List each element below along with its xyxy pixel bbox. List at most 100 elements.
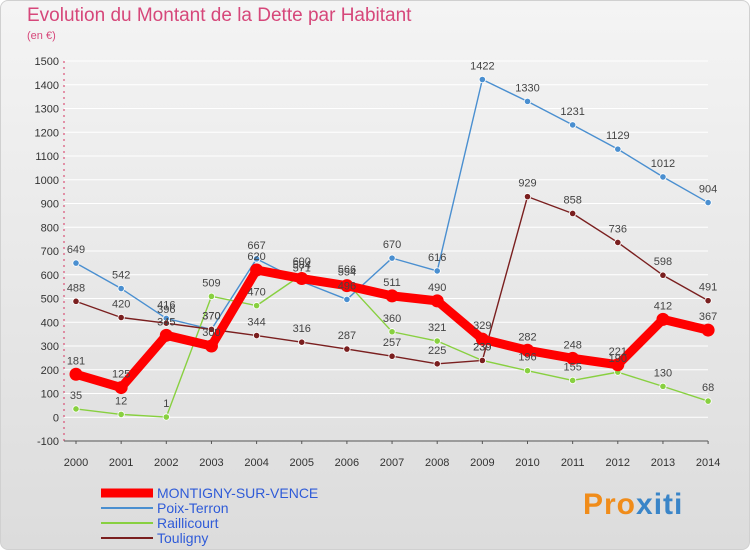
x-tick-label: 2012 — [606, 457, 630, 469]
data-label: 239 — [473, 341, 491, 353]
data-label: 416 — [157, 299, 175, 311]
data-point — [566, 351, 580, 365]
data-point — [114, 381, 128, 395]
y-tick-label: 1100 — [35, 151, 59, 163]
data-label: 509 — [202, 277, 220, 289]
data-label: 370 — [202, 310, 220, 322]
data-point — [659, 271, 667, 279]
x-tick-label: 2000 — [64, 457, 88, 469]
data-label: 1330 — [515, 82, 539, 94]
data-label: 125 — [112, 369, 130, 381]
legend-label: MONTIGNY-SUR-VENCE — [157, 485, 318, 501]
data-label: 35 — [70, 390, 82, 402]
data-label: 1012 — [651, 158, 675, 170]
data-label: 329 — [473, 320, 491, 332]
data-label: 490 — [428, 282, 446, 294]
y-tick-label: 1500 — [35, 56, 59, 68]
x-tick-label: 2003 — [199, 457, 223, 469]
x-tick-label: 2010 — [515, 457, 539, 469]
y-tick-label: 700 — [41, 246, 59, 258]
data-point — [433, 337, 441, 345]
data-label: 257 — [383, 337, 401, 349]
data-point — [569, 121, 577, 129]
data-label: 616 — [428, 252, 446, 264]
data-point — [253, 255, 261, 263]
data-label: 649 — [67, 244, 85, 256]
data-label: 554 — [338, 267, 356, 279]
data-label: 196 — [518, 352, 536, 364]
data-point — [478, 75, 486, 84]
y-tick-label: 1400 — [35, 80, 59, 92]
data-point — [704, 397, 712, 405]
x-tick-label: 2006 — [335, 457, 359, 469]
legend-label: Poix-Terron — [157, 500, 229, 516]
data-point — [475, 332, 489, 346]
data-label: 344 — [247, 317, 265, 329]
data-label: 396 — [157, 304, 175, 316]
data-label: 360 — [383, 313, 401, 325]
x-tick-label: 2013 — [651, 457, 675, 469]
chart-unit: (en €) — [27, 30, 56, 42]
x-tick-label: 2001 — [109, 457, 133, 469]
data-point — [614, 238, 622, 247]
data-point — [207, 292, 216, 300]
chart-title: Evolution du Montant de la Dette par Hab… — [27, 5, 412, 26]
data-label: 1231 — [560, 106, 584, 118]
x-tick-label: 2014 — [696, 457, 720, 469]
data-label: 491 — [699, 282, 717, 294]
data-point — [656, 312, 670, 326]
data-label: 667 — [247, 240, 265, 252]
data-point — [704, 198, 712, 207]
data-label: 511 — [383, 277, 401, 289]
y-tick-label: 0 — [53, 412, 59, 424]
data-label: 412 — [654, 300, 672, 312]
y-tick-label: 400 — [41, 317, 59, 329]
data-point — [523, 367, 532, 375]
data-point — [569, 209, 577, 218]
data-label: 282 — [518, 331, 536, 343]
data-point — [523, 193, 532, 201]
data-label: 316 — [293, 323, 311, 335]
data-point — [388, 352, 396, 360]
data-point — [704, 297, 712, 305]
data-point — [298, 338, 306, 346]
x-tick-label: 2011 — [561, 457, 585, 469]
data-label: 68 — [702, 382, 714, 394]
x-tick-label: 2005 — [290, 457, 314, 469]
data-point — [614, 145, 622, 153]
logo-part-2: xiti — [636, 488, 684, 521]
data-point — [478, 356, 486, 365]
data-label: 584 — [293, 260, 311, 272]
data-label: 367 — [699, 311, 717, 323]
data-point — [385, 289, 399, 303]
data-label: 420 — [112, 299, 130, 311]
data-label: 1422 — [470, 61, 494, 73]
data-label: 155 — [563, 361, 581, 373]
data-label: 130 — [654, 367, 672, 379]
legend-label: Touligny — [157, 530, 208, 546]
data-point — [250, 263, 264, 277]
data-point — [388, 254, 396, 262]
data-label: 190 — [609, 353, 627, 365]
data-point — [430, 294, 444, 308]
x-tick-label: 2008 — [425, 457, 449, 469]
data-label: 221 — [609, 346, 627, 358]
data-label: 858 — [563, 194, 581, 206]
data-point — [295, 272, 309, 286]
data-point — [162, 413, 170, 421]
data-point — [72, 297, 80, 305]
data-point — [69, 367, 83, 381]
data-point — [207, 325, 216, 333]
data-point — [659, 173, 667, 181]
data-point — [343, 295, 351, 304]
data-point — [72, 259, 80, 267]
data-label: 670 — [383, 239, 401, 251]
x-tick-label: 2009 — [470, 457, 494, 469]
data-label: 225 — [428, 345, 446, 357]
y-tick-label: 300 — [41, 341, 59, 353]
data-label: 321 — [428, 322, 446, 334]
data-point — [521, 343, 534, 357]
data-label: 370 — [202, 310, 220, 322]
data-label: 600 — [293, 256, 311, 268]
